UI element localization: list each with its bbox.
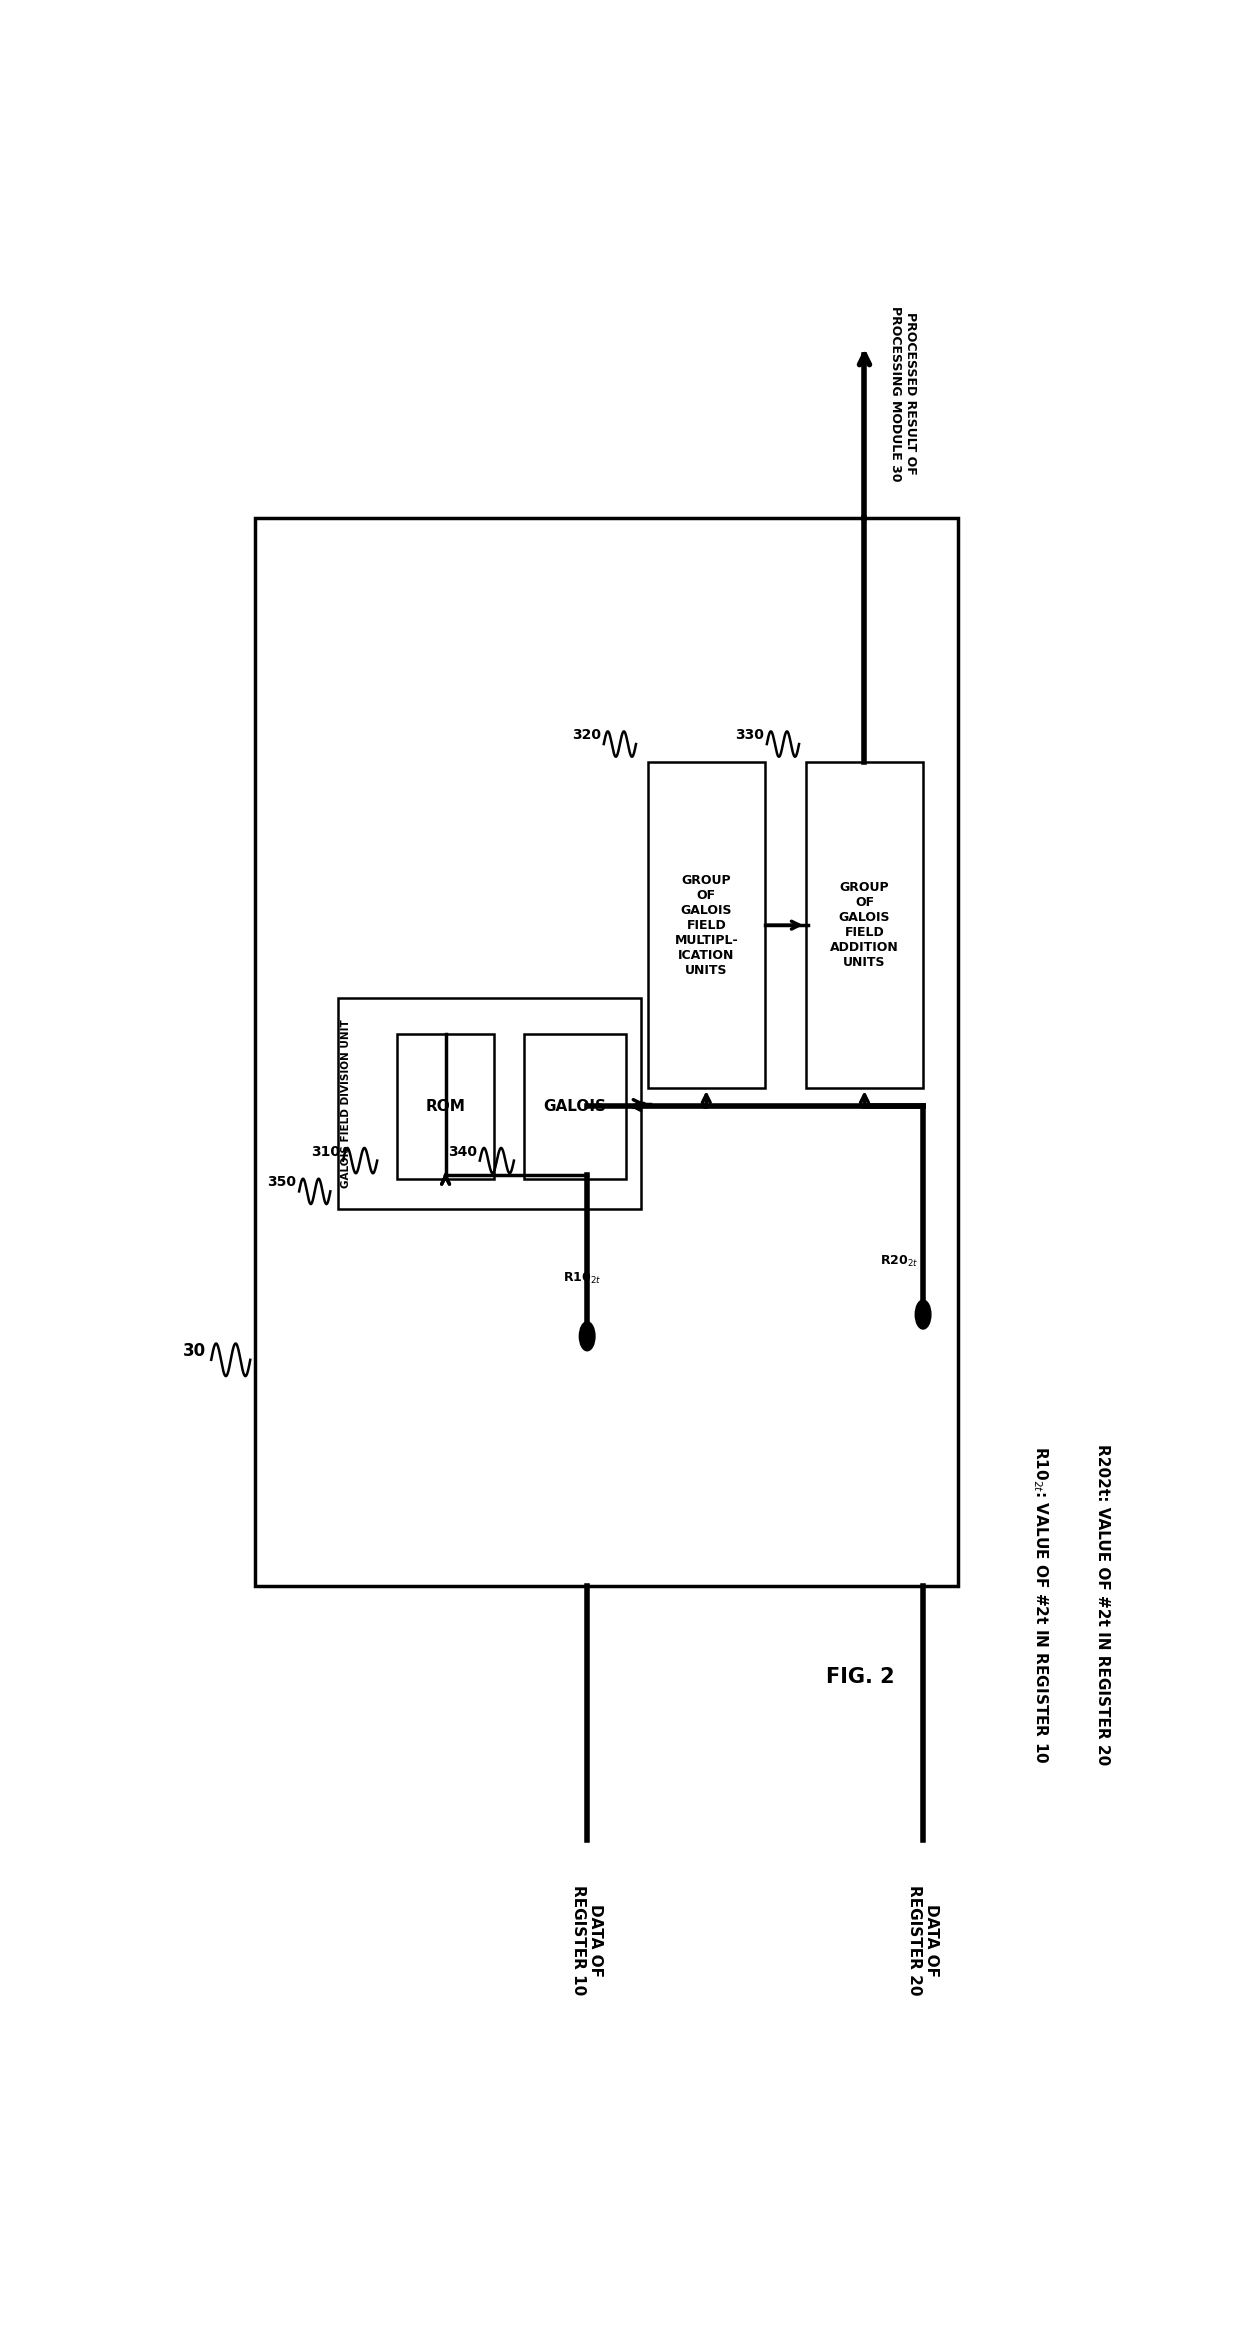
- Bar: [524, 1035, 626, 1178]
- Text: FIG. 2: FIG. 2: [827, 1668, 895, 1686]
- Text: R202t: VALUE OF #2t IN REGISTER 20: R202t: VALUE OF #2t IN REGISTER 20: [1095, 1444, 1110, 1764]
- Text: 350: 350: [267, 1176, 296, 1190]
- Text: 340: 340: [447, 1145, 476, 1160]
- Text: R20$_{2t}$: R20$_{2t}$: [879, 1254, 919, 1270]
- Text: DATA OF
REGISTER 10: DATA OF REGISTER 10: [571, 1884, 604, 1994]
- Text: GROUP
OF
GALOIS
FIELD
MULTIPL-
ICATION
UNITS: GROUP OF GALOIS FIELD MULTIPL- ICATION U…: [674, 873, 738, 976]
- Bar: [806, 762, 924, 1089]
- Text: 320: 320: [572, 729, 601, 741]
- Bar: [255, 517, 958, 1585]
- Text: 330: 330: [735, 729, 764, 741]
- Text: 30: 30: [183, 1341, 207, 1359]
- Text: R10$_{2t}$: VALUE OF #2t IN REGISTER 10: R10$_{2t}$: VALUE OF #2t IN REGISTER 10: [1032, 1446, 1050, 1764]
- Text: ROM: ROM: [426, 1098, 465, 1115]
- Text: 310: 310: [311, 1145, 340, 1160]
- Text: PROCESSED RESULT OF
PROCESSING MODULE 30: PROCESSED RESULT OF PROCESSING MODULE 30: [888, 306, 917, 482]
- Bar: [397, 1035, 494, 1178]
- Bar: [648, 762, 765, 1089]
- Text: R10$_{2t}$: R10$_{2t}$: [563, 1270, 601, 1287]
- Text: GROUP
OF
GALOIS
FIELD
ADDITION
UNITS: GROUP OF GALOIS FIELD ADDITION UNITS: [830, 882, 898, 969]
- Bar: [338, 997, 641, 1209]
- Circle shape: [915, 1301, 931, 1329]
- Text: DATA OF
REGISTER 20: DATA OF REGISTER 20: [907, 1884, 939, 1994]
- Text: GALOIS FIELD DIVISION UNIT: GALOIS FIELD DIVISION UNIT: [341, 1018, 352, 1188]
- Text: GALOIS: GALOIS: [543, 1098, 606, 1115]
- Circle shape: [580, 1322, 595, 1350]
